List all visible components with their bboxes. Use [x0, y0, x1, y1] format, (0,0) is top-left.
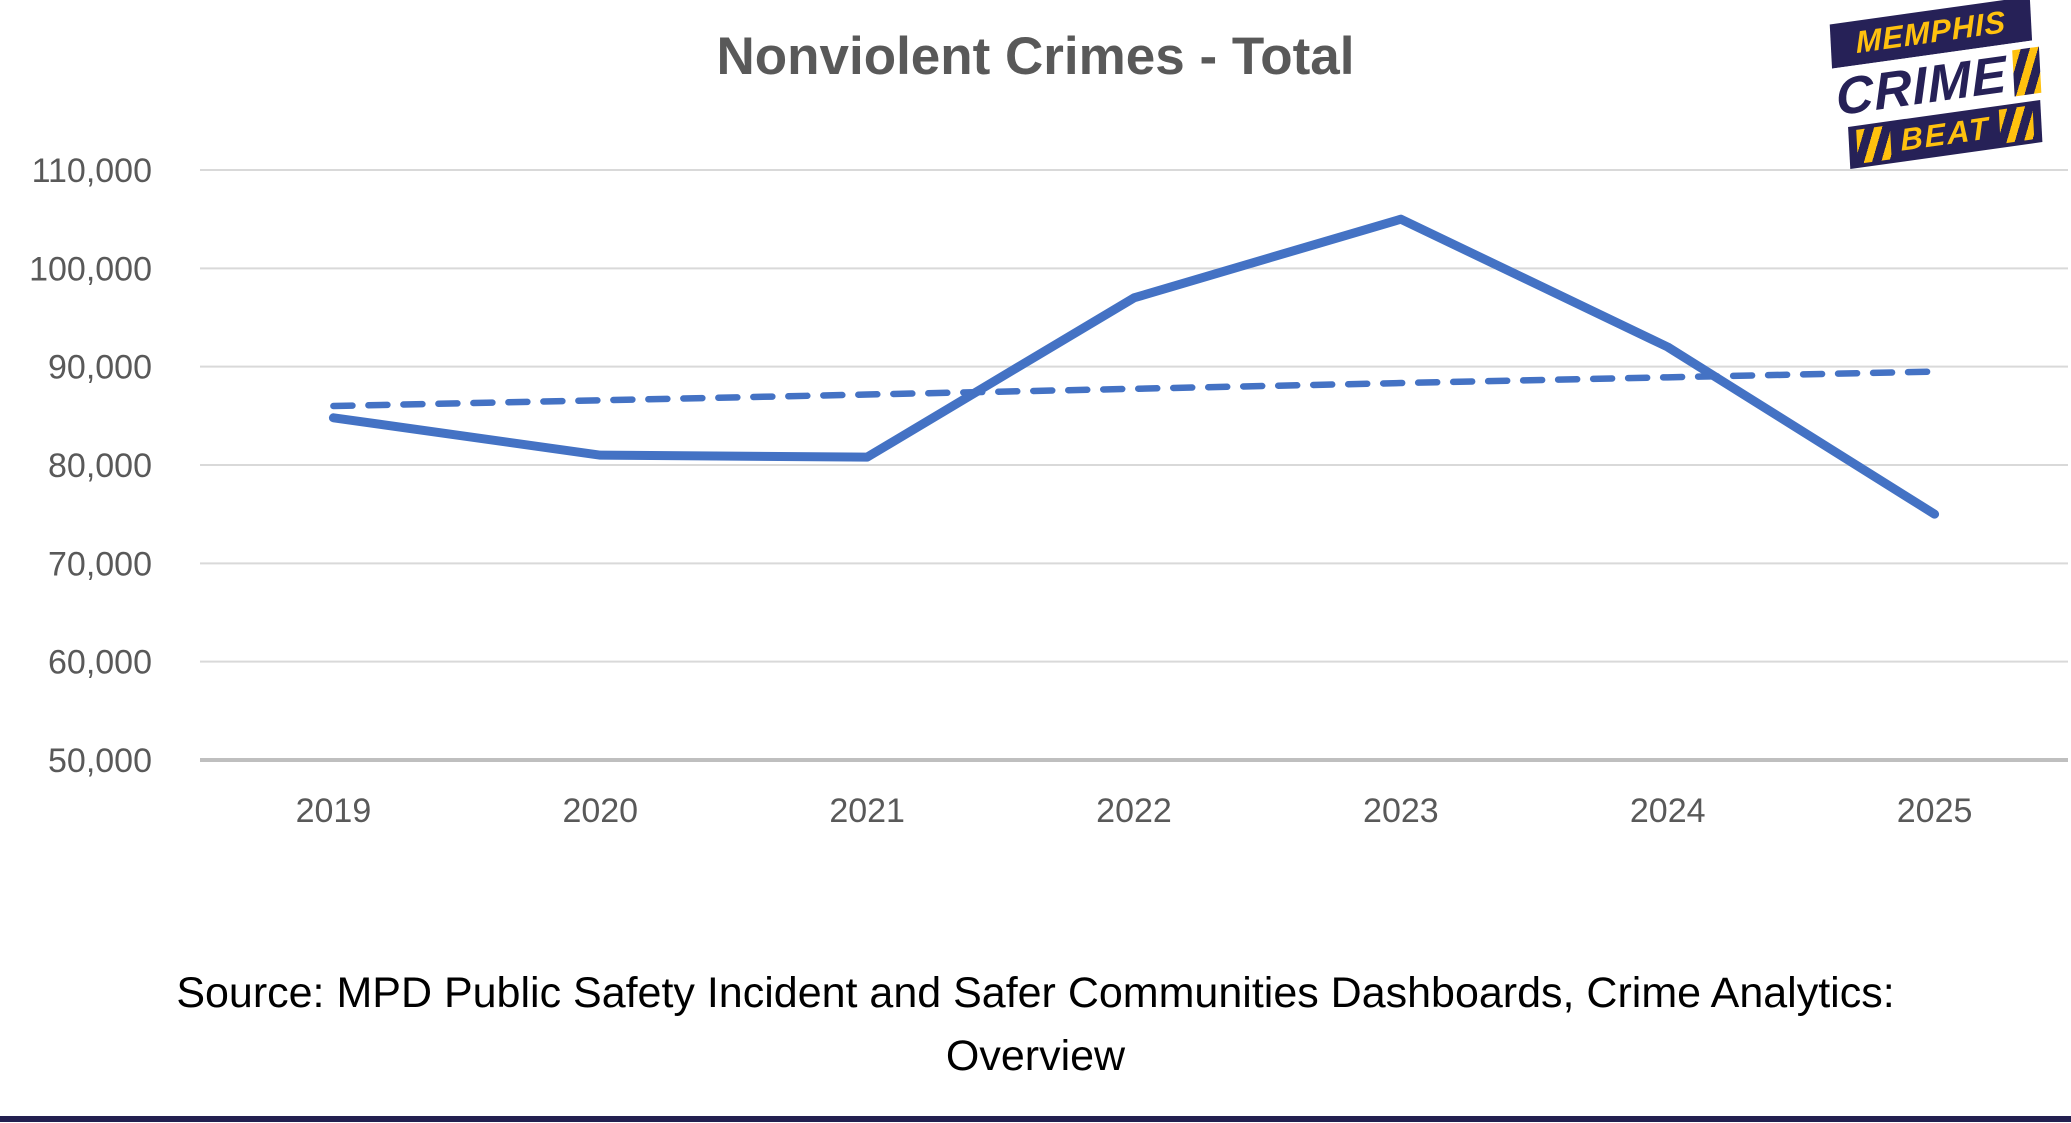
chart-svg: 50,000 60,000 70,000 80,000 90,000 100,000 110…	[29, 152, 2068, 830]
series-linear-trend	[330, 368, 1938, 410]
y-axis-labels: 50,000 60,000 70,000 80,000 90,000 100,000 110…	[29, 152, 152, 780]
source-caption-line2: Overview	[945, 1032, 1126, 1080]
x-tick-label: 2023	[1363, 792, 1439, 830]
x-axis-labels: 2019 2020 2021 2022 2023 2024 2025	[296, 792, 1973, 830]
y-tick-label: 110,000	[32, 152, 152, 190]
y-tick-label: 100,000	[29, 250, 152, 288]
x-tick-label: 2019	[296, 792, 372, 830]
source-caption: Source: MPD Public Safety Incident and S…	[0, 962, 2071, 1088]
y-tick-label: 50,000	[48, 742, 152, 780]
x-tick-label: 2020	[562, 792, 638, 830]
memphis-crime-beat-logo: MEMPHIS CRIME BEAT	[1822, 0, 2054, 170]
logo-stripes-icon	[2011, 46, 2042, 97]
logo-stripes-icon	[1856, 125, 1892, 164]
source-caption-line1: Source: MPD Public Safety Incident and S…	[176, 969, 1895, 1017]
y-tick-label: 70,000	[48, 545, 152, 583]
chart-title: Nonviolent Crimes - Total	[716, 27, 1355, 86]
gridlines	[200, 169, 2068, 762]
y-tick-label: 90,000	[48, 349, 152, 387]
x-tick-label: 2021	[829, 792, 905, 830]
bottom-accent-bar	[0, 1116, 2071, 1122]
y-tick-label: 60,000	[48, 644, 152, 682]
series-nonviolent-crimes-total	[328, 214, 1940, 519]
series-lines	[328, 214, 1940, 519]
x-tick-label: 2025	[1897, 792, 1973, 830]
y-tick-label: 80,000	[48, 447, 152, 485]
x-tick-label: 2024	[1630, 792, 1706, 830]
logo-stripes-icon	[1998, 105, 2035, 144]
x-tick-label: 2022	[1096, 792, 1172, 830]
